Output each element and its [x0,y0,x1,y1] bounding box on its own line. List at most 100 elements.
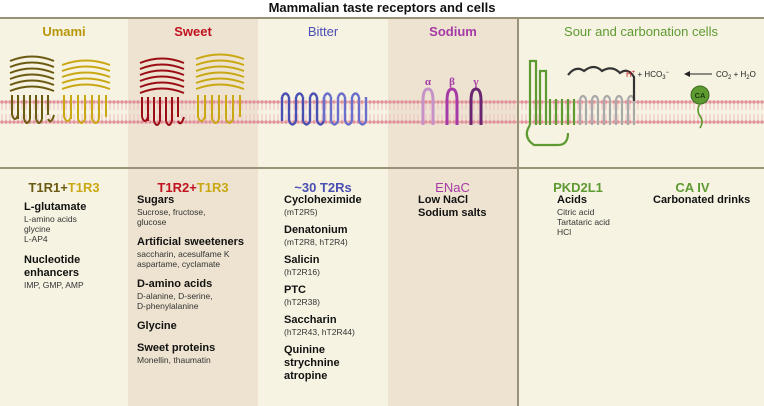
list-item: Artificial sweeteners saccharin, acesulf… [137,236,254,269]
t1r2-label: T1R2 [157,180,190,195]
ligand-heading: Sweet proteins [137,342,216,354]
list-item: Saccharin (hT2R43, hT2R44) [284,314,384,337]
list-item: Sweet proteins Monellin, thaumatin [137,342,254,365]
ligand-heading: Quinine [284,344,325,356]
ligand-detail: Tartataric acid [557,217,610,227]
ligand-heading: L-glutamate [24,201,87,213]
list-item: Salicin (hT2R16) [284,254,384,277]
umami-header: Umami [42,24,86,39]
bitter-header: Bitter [307,24,339,39]
enac-beta-label: β [449,76,455,88]
ligand-detail: (hT2R38) [284,297,320,307]
lipid-bilayer [0,99,764,125]
ligand-heading: Saccharin [284,314,337,326]
list-item: Cycloheximide (mT2R5) [284,194,384,217]
ligand-detail: L-amino acids [24,214,77,224]
pkd-channel [525,59,636,147]
enac-channel [421,87,483,125]
separator-sour [517,17,519,406]
carbonation-ligand-list: Carbonated drinks [653,194,760,207]
ligand-detail: Sucrose, fructose, [137,207,206,217]
sour-body: PKD2L1 Acids Citric acid Tartataric acid… [519,169,637,406]
t2r-receptor [280,92,368,126]
sweet-column [128,17,258,406]
t1r3-receptor-sweet [195,53,245,124]
ligand-heading: Sugars [137,194,175,206]
list-item: Glycine [137,320,254,333]
t1r3-receptor-umami [61,59,111,124]
ligand-detail: Monellin, thaumatin [137,355,211,365]
co2-h2o-label: CO2 + H2O [716,70,756,81]
list-item: PTC (hT2R38) [284,284,384,307]
list-item: Sugars Sucrose, fructose, glucose [137,194,254,227]
ligand-heading: PTC [284,284,306,296]
sweet-body: T1R2+T1R3 Sugars Sucrose, fructose, gluc… [128,169,258,406]
enac-gamma-label: γ [472,76,478,88]
ca-label: CA [695,91,706,100]
ligand-detail: saccharin, acesulfame K [137,249,230,259]
t1r1-receptor [9,55,55,124]
list-item: L-glutamate L-amino acids glycine L-AP4 [24,201,124,244]
t1r3-label-umami: T1R3 [67,180,100,195]
sodium-header: Sodium [429,24,477,39]
sodium-ligand-list: Low NaCl Sodium salts [418,194,513,220]
enac-label: ENaC [435,180,470,195]
sodium-column [388,17,518,406]
ligand-heading: atropine [284,370,328,382]
umami-plus: + [60,180,68,195]
t2r-label: ~30 T2Rs [294,180,352,195]
ligand-heading: Sodium salts [418,207,487,219]
ligand-detail: (hT2R16) [284,267,320,277]
bitter-column [258,17,388,406]
list-item: D-amino acids D-alanine, D-serine, D-phe… [137,278,254,311]
hplus-hco3-label: H+ + HCO3− [626,70,670,81]
pkd2l1-label: PKD2L1 [553,180,603,195]
ligand-detail: (mT2R8, hT2R4) [284,237,348,247]
bitter-body: ~30 T2Rs Cycloheximide (mT2R5) Denatoniu… [258,169,388,406]
ligand-detail: (hT2R43, hT2R44) [284,327,355,337]
list-item: Nucleotide enhancers IMP, GMP, AMP [24,254,124,290]
sweet-ligand-list: Sugars Sucrose, fructose, glucose Artifi… [137,194,254,374]
t1r3-label-sweet: T1R3 [196,180,229,195]
sour-header: Sour and carbonation cells [564,24,718,39]
sweet-receptor: T1R2+T1R3 [128,180,258,195]
sweet-plus: + [189,180,197,195]
ligand-heading: Cycloheximide [284,194,362,206]
ligand-detail: aspartame, cyclamate [137,259,221,269]
ligand-heading: strychnine [284,357,340,369]
ligand-heading: Artificial sweeteners [137,236,244,248]
sour-ligand-list: Acids Citric acid Tartataric acid HCl [557,194,633,237]
ligand-detail: D-phenylalanine [137,301,199,311]
t1r1-label: T1R1 [28,180,61,195]
ligand-heading: Acids [557,194,587,206]
sodium-body: ENaC Low NaCl Sodium salts [388,169,517,406]
figure-title: Mammalian taste receptors and cells [268,0,496,15]
ligand-heading: Glycine [137,320,177,332]
umami-receptor: T1R1+T1R3 [0,180,128,195]
ligand-heading: D-amino acids [137,278,213,290]
middle-rule [0,167,764,169]
ligand-detail: glucose [137,217,167,227]
t1r2-receptor [139,57,185,126]
ca-iv-label: CA IV [675,180,710,195]
list-item: Denatonium (mT2R8, hT2R4) [284,224,384,247]
carbonation-body: CA IV Carbonated drinks [637,169,764,406]
reaction-arrowhead [684,71,690,77]
ligand-heading: Salicin [284,254,320,266]
ligand-detail: L-AP4 [24,234,48,244]
bitter-ligand-list: Cycloheximide (mT2R5) Denatonium (mT2R8,… [284,194,384,383]
umami-ligand-list: L-glutamate L-amino acids glycine L-AP4 … [24,201,124,299]
list-item: Quinine strychnine atropine [284,344,384,383]
ca-iv-enzyme [690,85,710,129]
ligand-detail: (mT2R5) [284,207,318,217]
top-rule [0,17,764,19]
ligand-detail: glycine [24,224,51,234]
ligand-detail: HCl [557,227,572,237]
ligand-heading: Nucleotide enhancers [24,254,81,279]
ligand-heading: Denatonium [284,224,348,236]
ligand-heading: Low NaCl [418,194,469,206]
ligand-detail: IMP, GMP, AMP [24,280,84,290]
ligand-detail: D-alanine, D-serine, [137,291,213,301]
ligand-detail: Citric acid [557,207,595,217]
membrane-diagram: α β γ H+ + HCO3− CO2 + H2O CA [0,53,764,147]
